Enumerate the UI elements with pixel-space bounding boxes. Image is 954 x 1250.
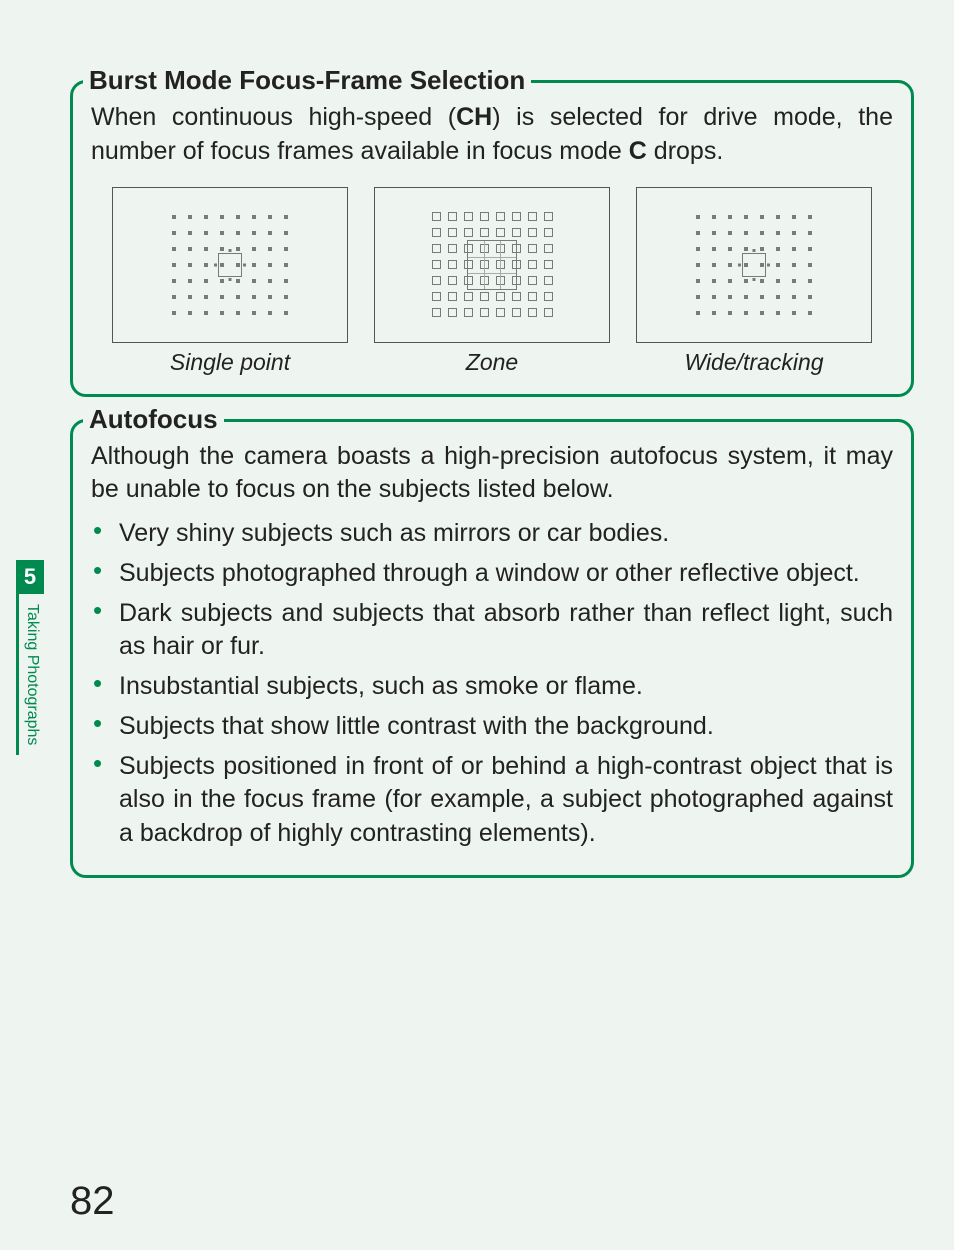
note-autofocus-list: Very shiny subjects such as mirrors or c… xyxy=(91,517,893,851)
diagram-label-2: Wide/tracking xyxy=(636,349,872,376)
note-burst-mode-body: When continuous high-speed (CH) is selec… xyxy=(91,101,893,169)
body-c: C xyxy=(629,137,647,165)
diagram-row: Single point Zone xyxy=(91,187,893,376)
body-post: drops. xyxy=(647,137,723,165)
page-number: 82 xyxy=(70,1179,115,1224)
body-pre: When continuous high-speed ( xyxy=(91,103,456,131)
diagram-zone: Zone xyxy=(374,187,610,376)
note-autofocus-item: Subjects that show little contrast with … xyxy=(113,710,893,744)
note-autofocus-item: Subjects positioned in front of or behin… xyxy=(113,750,893,851)
chapter-tab: 5 Taking Photographs xyxy=(16,560,44,755)
diagram-single-point: Single point xyxy=(112,187,348,376)
note-autofocus-item: Very shiny subjects such as mirrors or c… xyxy=(113,517,893,551)
chapter-number: 5 xyxy=(16,560,44,594)
note-burst-mode: Burst Mode Focus-Frame Selection When co… xyxy=(70,80,914,397)
note-autofocus-title: Autofocus xyxy=(83,404,224,435)
diagram-label-1: Zone xyxy=(374,349,610,376)
note-burst-mode-title: Burst Mode Focus-Frame Selection xyxy=(83,65,531,96)
note-autofocus-item: Insubstantial subjects, such as smoke or… xyxy=(113,670,893,704)
diagram-label-0: Single point xyxy=(112,349,348,376)
note-autofocus-item: Dark subjects and subjects that absorb r… xyxy=(113,597,893,665)
note-autofocus-intro: Although the camera boasts a high-precis… xyxy=(91,440,893,508)
body-ch: CH xyxy=(456,103,492,131)
note-autofocus: Autofocus Although the camera boasts a h… xyxy=(70,419,914,878)
note-autofocus-item: Subjects photographed through a window o… xyxy=(113,557,893,591)
chapter-title: Taking Photographs xyxy=(16,594,45,755)
diagram-wide-tracking: Wide/tracking xyxy=(636,187,872,376)
